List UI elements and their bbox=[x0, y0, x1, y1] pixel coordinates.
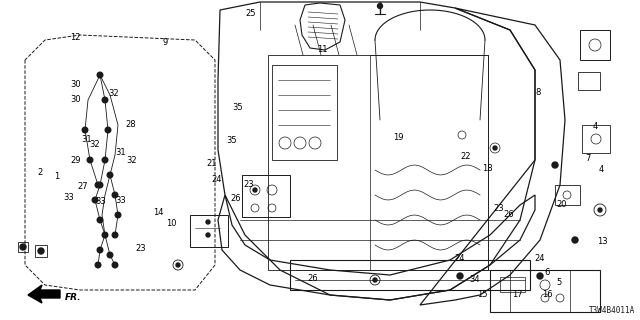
Text: 34: 34 bbox=[470, 275, 480, 284]
Circle shape bbox=[108, 172, 113, 178]
Text: 29: 29 bbox=[70, 156, 81, 164]
Circle shape bbox=[206, 233, 210, 237]
Circle shape bbox=[95, 262, 101, 268]
Circle shape bbox=[102, 232, 108, 238]
Text: 32: 32 bbox=[126, 156, 136, 165]
Text: 31: 31 bbox=[115, 148, 125, 157]
Circle shape bbox=[87, 157, 93, 163]
Circle shape bbox=[97, 182, 103, 188]
Bar bbox=[18, 242, 28, 252]
Text: 26: 26 bbox=[230, 194, 241, 203]
Text: 27: 27 bbox=[78, 182, 88, 191]
Bar bbox=[490, 270, 600, 312]
Text: 23: 23 bbox=[243, 180, 253, 189]
Text: 7: 7 bbox=[585, 154, 590, 163]
Text: 4: 4 bbox=[599, 165, 604, 174]
Circle shape bbox=[176, 263, 180, 267]
Circle shape bbox=[97, 247, 103, 253]
Text: 1: 1 bbox=[54, 172, 59, 180]
Text: 33: 33 bbox=[64, 193, 74, 202]
Text: 13: 13 bbox=[598, 237, 608, 246]
Circle shape bbox=[115, 212, 121, 218]
Text: 35: 35 bbox=[227, 136, 237, 145]
Text: 2: 2 bbox=[37, 168, 42, 177]
Text: 12: 12 bbox=[70, 33, 81, 42]
Text: 16: 16 bbox=[543, 290, 553, 299]
Circle shape bbox=[537, 273, 543, 279]
Text: 25: 25 bbox=[246, 9, 256, 18]
Text: 32: 32 bbox=[90, 140, 100, 148]
Circle shape bbox=[105, 127, 111, 133]
Text: 10: 10 bbox=[166, 219, 177, 228]
Circle shape bbox=[38, 248, 44, 254]
Circle shape bbox=[552, 162, 558, 168]
Circle shape bbox=[493, 146, 497, 150]
Bar bbox=[500, 277, 525, 292]
Circle shape bbox=[253, 188, 257, 192]
Text: 4: 4 bbox=[593, 122, 598, 131]
Bar bbox=[582, 125, 610, 153]
Bar bbox=[272, 65, 337, 160]
Text: FR.: FR. bbox=[65, 293, 81, 302]
Bar bbox=[35, 245, 47, 257]
Text: 9: 9 bbox=[163, 38, 168, 47]
Circle shape bbox=[572, 237, 578, 243]
Circle shape bbox=[598, 208, 602, 212]
Circle shape bbox=[82, 127, 88, 133]
Circle shape bbox=[92, 197, 98, 203]
Text: 14: 14 bbox=[154, 208, 164, 217]
Text: 21: 21 bbox=[206, 159, 216, 168]
Text: 5: 5 bbox=[556, 278, 561, 287]
Text: 17: 17 bbox=[512, 290, 522, 299]
Text: 26: 26 bbox=[504, 210, 514, 219]
Text: 35: 35 bbox=[233, 103, 243, 112]
Text: 8: 8 bbox=[535, 88, 540, 97]
Text: 22: 22 bbox=[461, 152, 471, 161]
Text: 33: 33 bbox=[96, 197, 106, 206]
Text: 24: 24 bbox=[454, 254, 465, 263]
Circle shape bbox=[112, 262, 118, 268]
Bar bbox=[555, 185, 580, 205]
Bar bbox=[190, 215, 228, 247]
Text: 24: 24 bbox=[211, 175, 221, 184]
Circle shape bbox=[206, 220, 210, 224]
Circle shape bbox=[378, 4, 383, 9]
Circle shape bbox=[108, 252, 113, 258]
Text: 28: 28 bbox=[126, 120, 136, 129]
Circle shape bbox=[95, 182, 101, 188]
Text: 26: 26 bbox=[307, 274, 317, 283]
Text: 33: 33 bbox=[115, 196, 125, 205]
Bar bbox=[580, 30, 610, 60]
Bar bbox=[578, 72, 600, 90]
Circle shape bbox=[112, 232, 118, 238]
Bar bbox=[268, 55, 488, 270]
Circle shape bbox=[457, 273, 463, 279]
Circle shape bbox=[20, 244, 26, 250]
Text: T3W4B4011A: T3W4B4011A bbox=[589, 306, 635, 315]
Text: 15: 15 bbox=[477, 290, 488, 299]
Text: 24: 24 bbox=[534, 254, 545, 263]
Circle shape bbox=[102, 97, 108, 103]
Circle shape bbox=[373, 278, 377, 282]
Text: 30: 30 bbox=[70, 80, 81, 89]
Polygon shape bbox=[28, 285, 60, 303]
Text: 19: 19 bbox=[393, 133, 403, 142]
Text: 30: 30 bbox=[70, 95, 81, 104]
Text: 32: 32 bbox=[109, 89, 119, 98]
Text: 23: 23 bbox=[494, 204, 504, 212]
Text: 6: 6 bbox=[545, 268, 550, 277]
Circle shape bbox=[102, 157, 108, 163]
Circle shape bbox=[112, 192, 118, 198]
Text: 20: 20 bbox=[557, 200, 567, 209]
Text: 23: 23 bbox=[136, 244, 146, 252]
Text: 11: 11 bbox=[317, 45, 327, 54]
Text: 31: 31 bbox=[81, 135, 92, 144]
Circle shape bbox=[97, 217, 103, 223]
Text: 18: 18 bbox=[483, 164, 493, 173]
Circle shape bbox=[97, 72, 103, 78]
Bar bbox=[242, 175, 290, 217]
